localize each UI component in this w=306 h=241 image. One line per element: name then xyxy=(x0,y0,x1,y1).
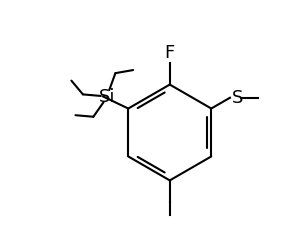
Text: S: S xyxy=(232,89,243,107)
Text: F: F xyxy=(165,44,175,62)
Text: Si: Si xyxy=(99,87,116,106)
